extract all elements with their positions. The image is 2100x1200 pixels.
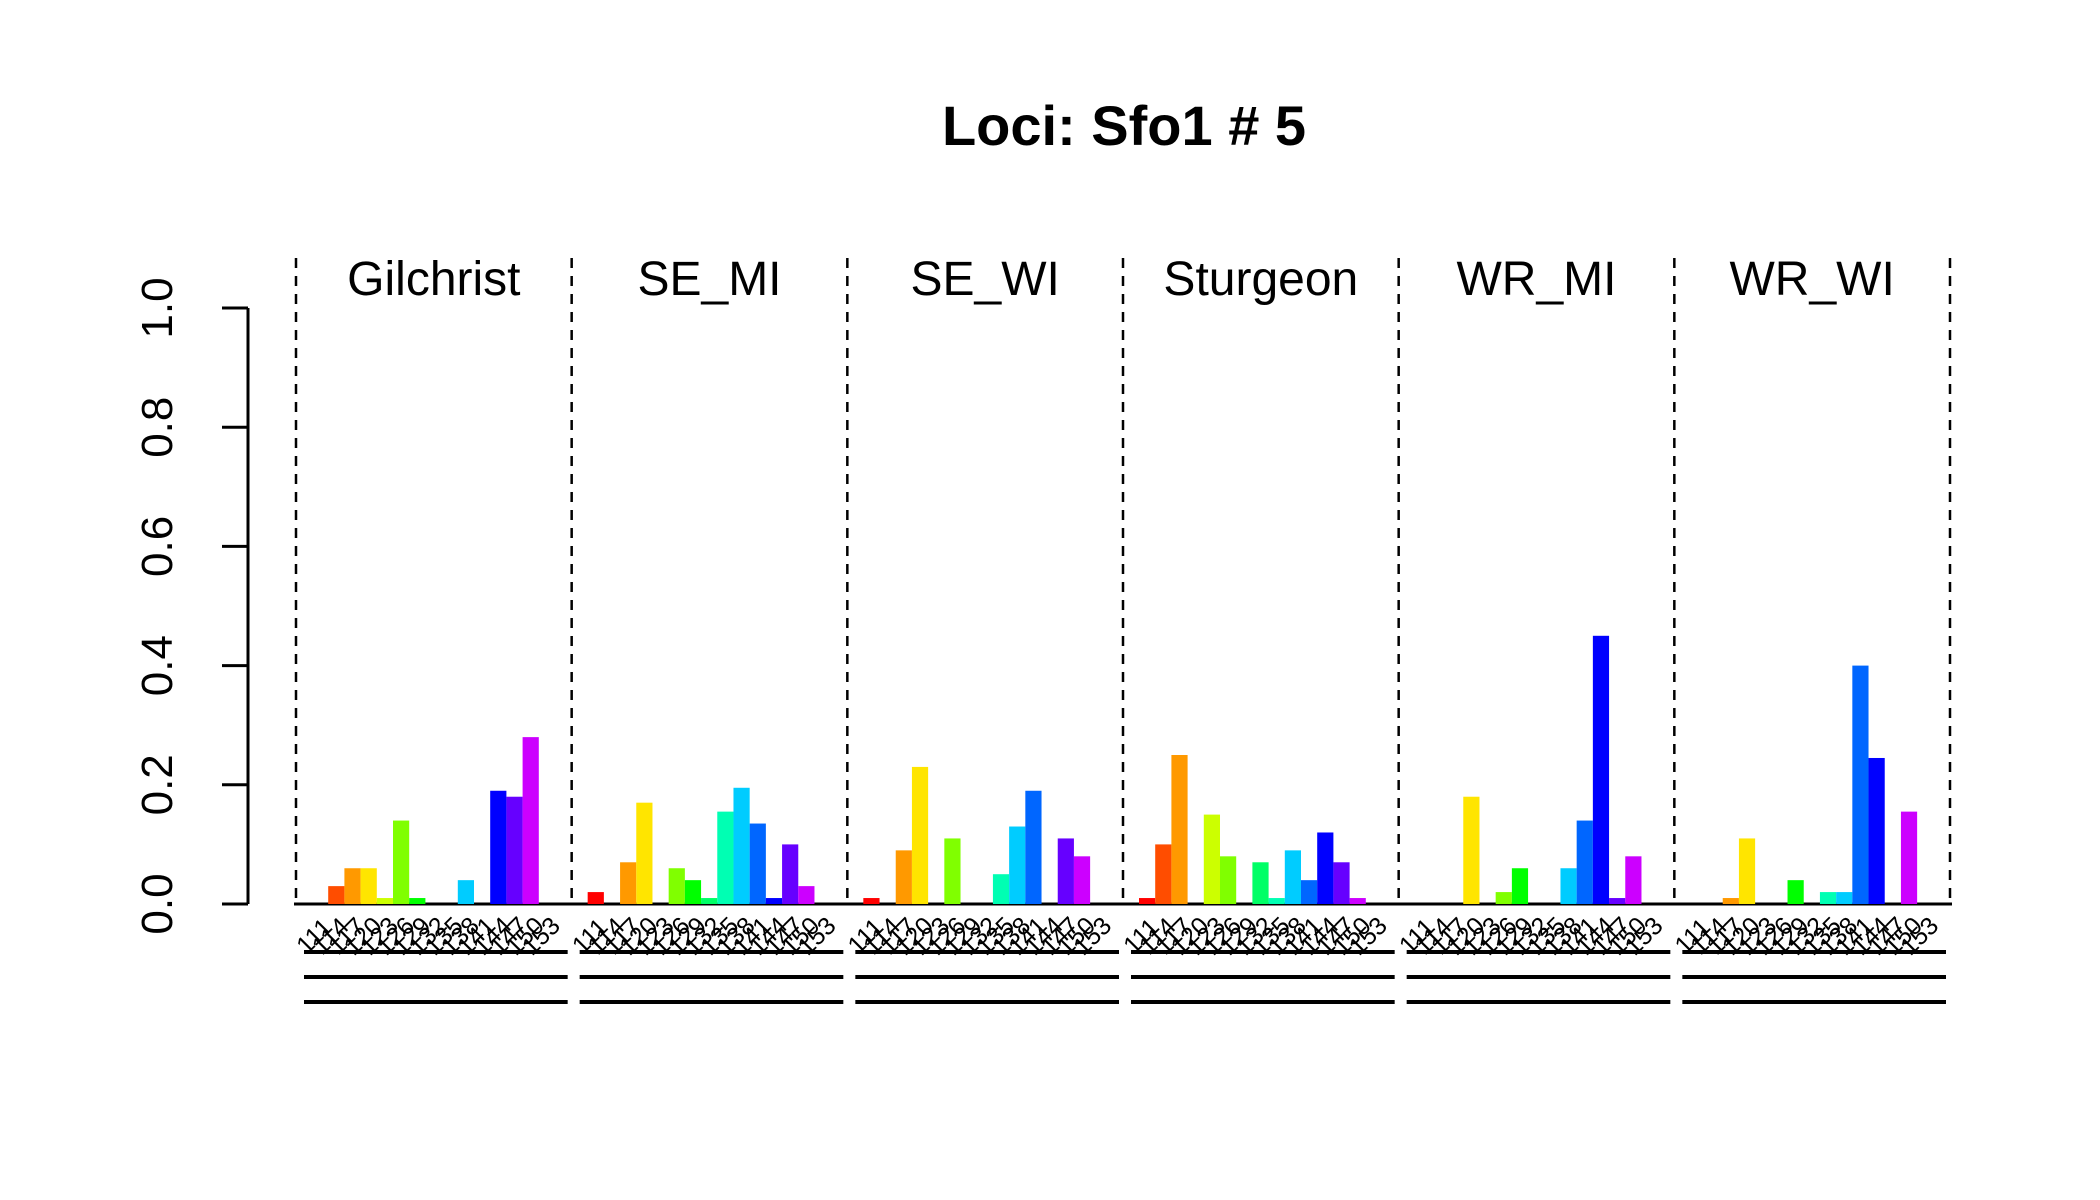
bar — [911, 766, 929, 904]
bar — [1252, 862, 1269, 904]
bar — [1836, 892, 1853, 904]
bar — [1220, 856, 1237, 904]
y-axis: 0.0 0.2 0.4 0.6 0.8 1.0 — [133, 277, 250, 935]
bar — [765, 898, 783, 904]
panel-label: WR_WI — [1730, 253, 1895, 306]
bar — [895, 850, 912, 904]
panel-se-wi: SE_WI11111411712012312612913213513814114… — [842, 253, 1119, 1004]
bar — [360, 868, 377, 904]
bar — [749, 823, 766, 904]
bar — [522, 737, 539, 904]
bar — [506, 796, 523, 904]
bar — [409, 898, 426, 904]
bar — [684, 880, 702, 904]
bar — [1560, 868, 1577, 904]
bar — [1625, 856, 1642, 904]
bar — [620, 862, 637, 904]
bar — [1349, 898, 1366, 904]
bar — [587, 892, 604, 904]
bar — [1073, 856, 1091, 904]
bar — [1868, 757, 1885, 904]
bar — [457, 880, 474, 904]
panel-wr-wi: WR_WI11111411712012312612913213513814114… — [1669, 253, 1946, 1004]
bar — [733, 787, 750, 904]
y-tick-label: 0.0 — [133, 873, 182, 934]
bar — [1057, 838, 1074, 904]
bar — [1852, 665, 1869, 904]
bar — [393, 820, 410, 904]
bar — [1609, 898, 1626, 904]
bar — [944, 838, 961, 904]
bar — [1900, 811, 1918, 904]
bar — [1284, 850, 1301, 904]
panel-label: Gilchrist — [347, 253, 520, 306]
bar — [668, 868, 685, 904]
bar — [1317, 832, 1334, 904]
panel-label: SE_MI — [637, 253, 781, 306]
bar — [1787, 880, 1804, 904]
panel-sturgeon: Sturgeon11111411712012312612913213513814… — [1118, 253, 1395, 1004]
bar — [1009, 826, 1026, 904]
bar — [1463, 796, 1480, 904]
bar — [344, 868, 361, 904]
bar — [1025, 790, 1042, 904]
bar — [1268, 898, 1285, 904]
bar — [992, 874, 1010, 904]
bar — [1511, 868, 1529, 904]
bar — [636, 802, 653, 904]
panels: Gilchrist1111141171201231261291321351381… — [291, 253, 1952, 1004]
y-tick-label: 0.4 — [133, 635, 182, 696]
bar — [1333, 862, 1350, 904]
bar — [1592, 635, 1610, 904]
bar — [1171, 755, 1188, 904]
bar — [490, 790, 507, 904]
bar — [701, 898, 718, 904]
bar — [1819, 892, 1837, 904]
panel-se-mi: SE_MI11111411712012312612913213513814114… — [567, 253, 844, 1004]
y-tick-label: 0.6 — [133, 516, 182, 577]
panel-wr-mi: WR_MI11111411712012312612913213513814114… — [1394, 253, 1671, 1004]
bar — [1738, 838, 1756, 904]
bar — [717, 811, 734, 904]
bar — [1139, 898, 1156, 904]
panel-label: SE_WI — [910, 253, 1059, 306]
panel-label: WR_MI — [1457, 253, 1617, 306]
y-tick-label: 1.0 — [133, 277, 182, 338]
bar — [1722, 898, 1739, 904]
chart-title: Loci: Sfo1 # 5 — [942, 94, 1306, 157]
bar — [328, 886, 345, 904]
bar — [376, 898, 393, 904]
bar — [863, 898, 880, 904]
bar — [1576, 820, 1593, 904]
panel-label: Sturgeon — [1163, 253, 1358, 306]
y-tick-label: 0.2 — [133, 754, 182, 815]
bar — [798, 886, 815, 904]
bar — [1203, 814, 1220, 904]
y-tick-label: 0.8 — [133, 397, 182, 458]
bar — [1301, 880, 1318, 904]
bar — [782, 844, 799, 904]
bar — [1155, 844, 1172, 904]
panel-gilchrist: Gilchrist1111141171201231261291321351381… — [291, 253, 568, 1004]
bar — [1495, 892, 1512, 904]
